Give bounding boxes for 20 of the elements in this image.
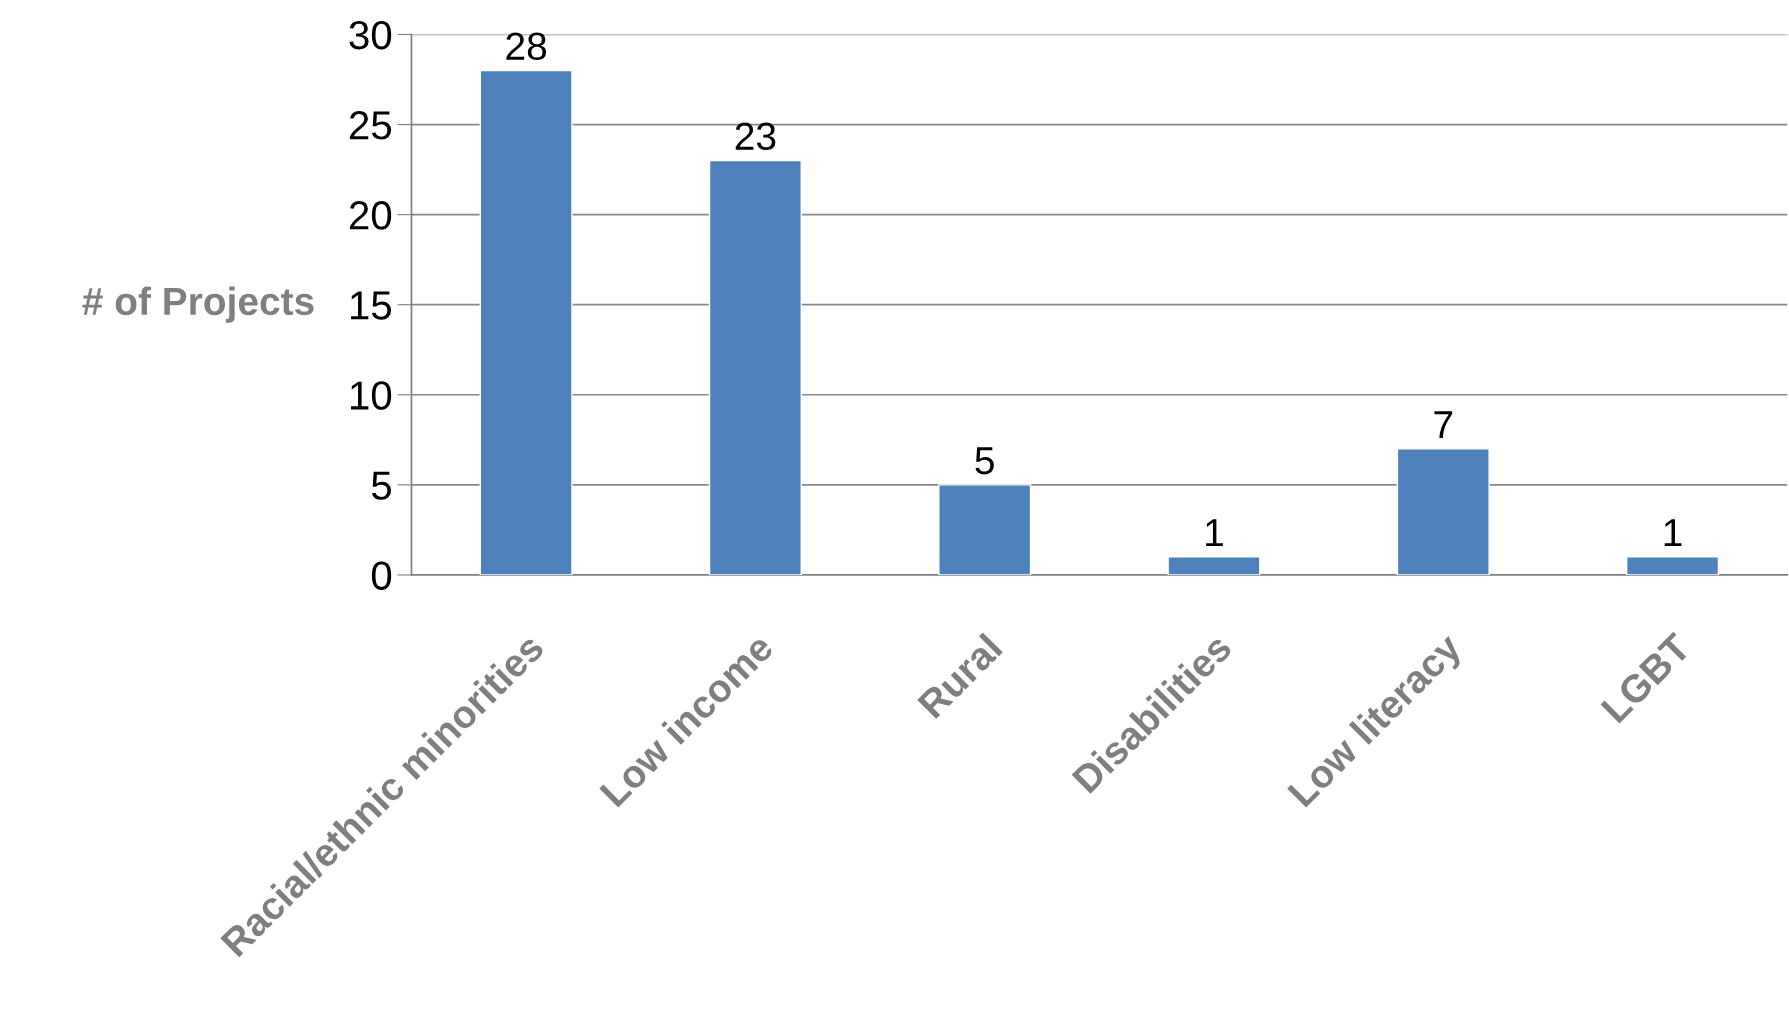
data-label: 23	[735, 122, 776, 151]
y-tick-label: 0	[371, 561, 392, 590]
y-tick-label: 5	[371, 471, 392, 500]
y-tick-label: 25	[349, 111, 392, 140]
bar	[1167, 556, 1261, 575]
data-label: 28	[506, 32, 547, 61]
y-tick-label: 15	[350, 291, 392, 320]
bar	[1396, 448, 1490, 575]
bar	[479, 69, 573, 575]
bar	[708, 159, 802, 575]
data-label: 7	[1434, 411, 1453, 438]
y-tick-label: 30	[349, 20, 392, 50]
y-axis-title: # of Projects	[82, 286, 314, 323]
data-label: 1	[1206, 519, 1223, 547]
data-label: 1	[1664, 519, 1682, 547]
bar	[938, 484, 1032, 575]
y-tick-label: 20	[349, 201, 392, 230]
bar	[1626, 556, 1720, 575]
data-label: 5	[975, 447, 994, 475]
y-tick-label: 10	[350, 381, 392, 410]
